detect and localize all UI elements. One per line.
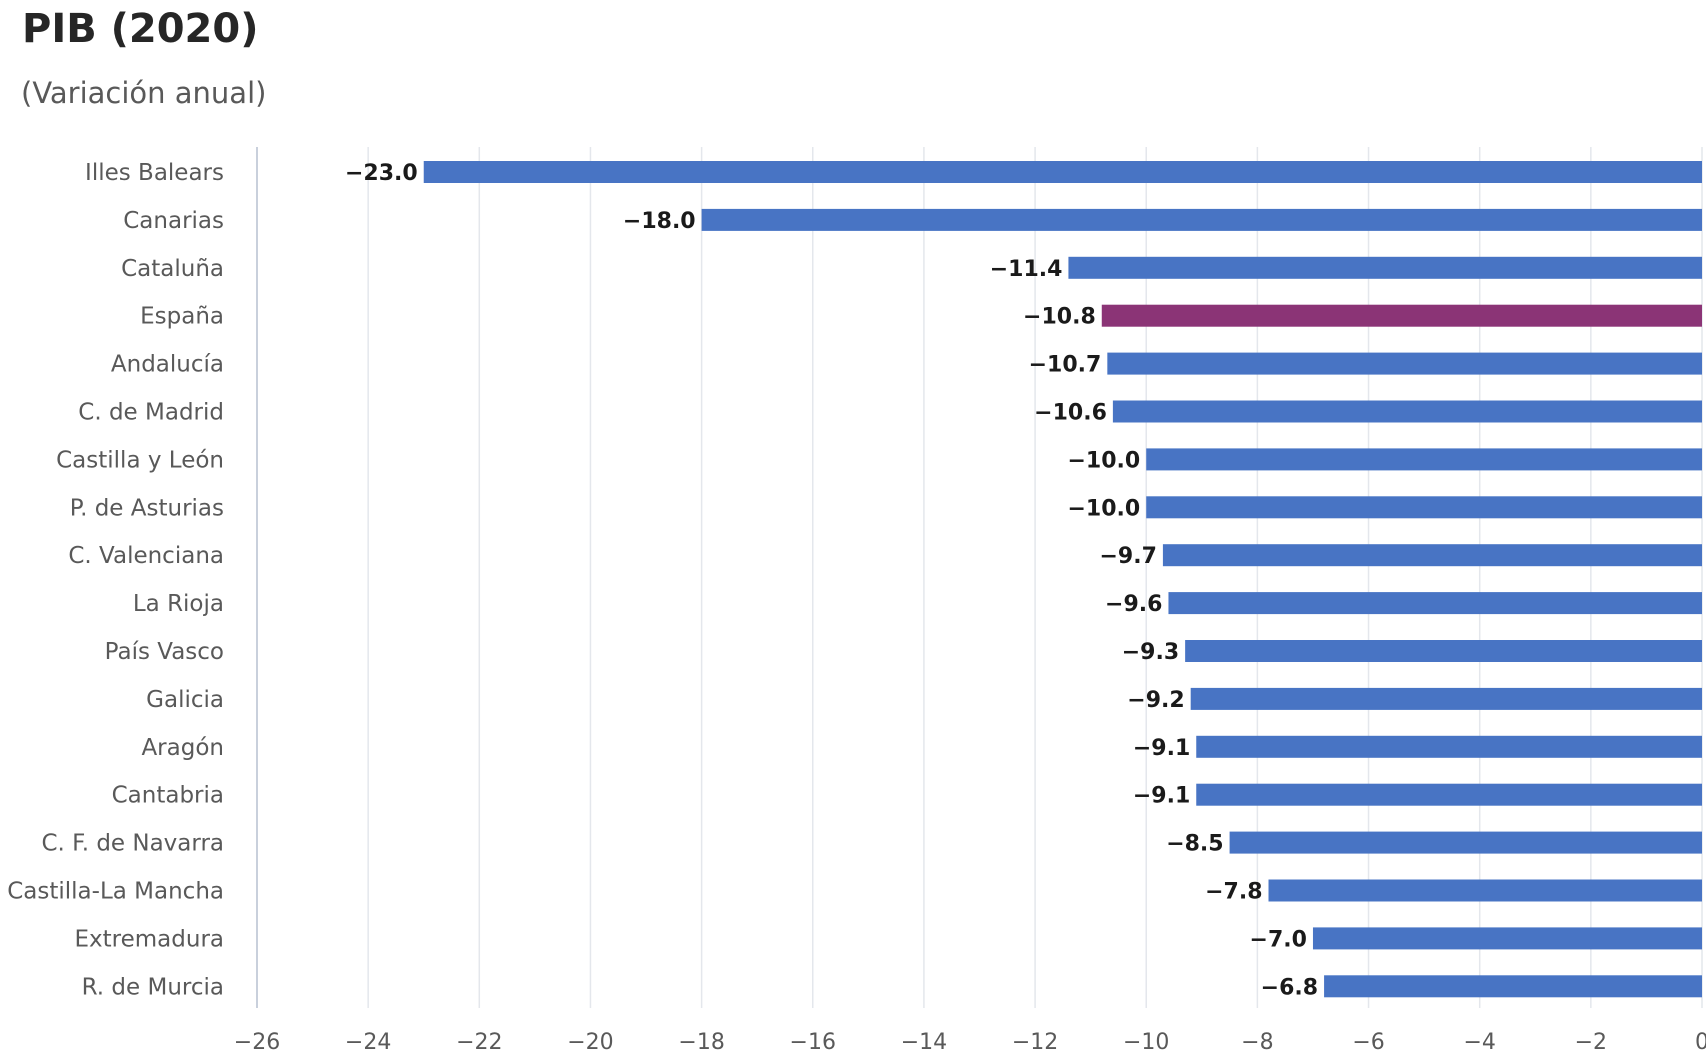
bar-4 bbox=[1107, 352, 1702, 375]
x-tick-label: −16 bbox=[790, 1030, 836, 1055]
bar-9 bbox=[1168, 592, 1702, 615]
data-labels: −23.0 −18.0 −11.4 −10.8 −10.7 −10.6 −10.0 −10.0… bbox=[345, 161, 1318, 1000]
data-label: −10.0 bbox=[1068, 496, 1141, 521]
bar-14 bbox=[1229, 831, 1702, 854]
data-label: −7.0 bbox=[1250, 927, 1307, 952]
data-label: −7.8 bbox=[1205, 880, 1262, 905]
data-label: −18.0 bbox=[623, 209, 696, 234]
x-tick-label: −14 bbox=[901, 1030, 947, 1055]
bar-6 bbox=[1146, 448, 1702, 471]
category-label: Aragón bbox=[141, 735, 224, 761]
bar-13 bbox=[1196, 783, 1702, 806]
bar-11 bbox=[1190, 687, 1702, 710]
data-label: −10.7 bbox=[1029, 353, 1102, 378]
x-tick-label: 0 bbox=[1695, 1030, 1706, 1055]
category-label: P. de Asturias bbox=[70, 495, 224, 521]
bar-1 bbox=[701, 208, 1702, 231]
bar-16 bbox=[1312, 927, 1702, 950]
data-label: −9.1 bbox=[1133, 784, 1190, 809]
grid-lines bbox=[256, 147, 1703, 1008]
bar-7 bbox=[1146, 496, 1702, 519]
bar-12 bbox=[1196, 735, 1702, 758]
x-tick-label: −24 bbox=[345, 1030, 391, 1055]
data-label: −9.1 bbox=[1133, 736, 1190, 761]
category-label: Galicia bbox=[146, 687, 224, 713]
bar-17 bbox=[1324, 975, 1702, 998]
data-label: −9.2 bbox=[1127, 688, 1184, 713]
chart-subtitle: (Variación anual) bbox=[21, 76, 267, 110]
category-label: C. de Madrid bbox=[78, 400, 224, 426]
category-label: Canarias bbox=[123, 208, 224, 234]
category-label: Castilla-La Mancha bbox=[7, 879, 224, 905]
bar-2 bbox=[1068, 256, 1702, 279]
data-label: −10.0 bbox=[1068, 448, 1141, 473]
x-tick-label: −6 bbox=[1352, 1030, 1384, 1055]
data-label: −8.5 bbox=[1166, 832, 1223, 857]
x-tick-label: −22 bbox=[456, 1030, 502, 1055]
x-tick-label: −20 bbox=[567, 1030, 613, 1055]
data-label: −11.4 bbox=[990, 257, 1063, 282]
category-label: España bbox=[140, 304, 224, 330]
bars bbox=[423, 161, 1703, 998]
bar-5 bbox=[1112, 400, 1702, 423]
x-tick-label: −4 bbox=[1463, 1030, 1495, 1055]
bar-8 bbox=[1162, 544, 1702, 567]
category-label: Illes Balears bbox=[85, 160, 224, 186]
category-label: C. F. de Navarra bbox=[41, 831, 224, 857]
bar-10 bbox=[1185, 640, 1702, 662]
data-label: −6.8 bbox=[1261, 975, 1318, 1000]
category-label: C. Valenciana bbox=[68, 543, 224, 569]
category-labels: Illes Balears Canarias Cataluña España Andal… bbox=[7, 160, 224, 1000]
category-label: Extremadura bbox=[75, 926, 225, 952]
x-tick-label: −26 bbox=[234, 1030, 280, 1055]
bar-0 bbox=[423, 161, 1703, 183]
x-tick-labels: −26 −24 −22 −20 −18 −16 −14 −12 −10 −8 −6 −4 −2 0 bbox=[234, 1030, 1706, 1055]
x-tick-label: −10 bbox=[1123, 1030, 1169, 1055]
category-label: Cantabria bbox=[112, 783, 224, 809]
bar-3 bbox=[1101, 304, 1702, 327]
data-label: −9.3 bbox=[1122, 640, 1179, 665]
x-tick-label: −12 bbox=[1012, 1030, 1058, 1055]
data-label: −9.6 bbox=[1105, 592, 1162, 617]
bar-15 bbox=[1268, 879, 1702, 902]
data-label: −9.7 bbox=[1099, 544, 1156, 569]
category-label: Castilla y León bbox=[56, 447, 224, 473]
x-tick-label: −18 bbox=[678, 1030, 724, 1055]
x-tick-label: −2 bbox=[1575, 1030, 1607, 1055]
data-label: −10.8 bbox=[1023, 305, 1096, 330]
category-label: Andalucía bbox=[111, 352, 224, 378]
category-label: País Vasco bbox=[105, 639, 224, 665]
data-label: −10.6 bbox=[1034, 401, 1107, 426]
category-label: R. de Murcia bbox=[82, 974, 224, 1000]
category-label: La Rioja bbox=[133, 591, 224, 617]
x-tick-label: −8 bbox=[1241, 1030, 1273, 1055]
category-label: Cataluña bbox=[121, 256, 224, 282]
chart-title: PIB (2020) bbox=[22, 6, 259, 52]
data-label: −23.0 bbox=[345, 161, 418, 186]
